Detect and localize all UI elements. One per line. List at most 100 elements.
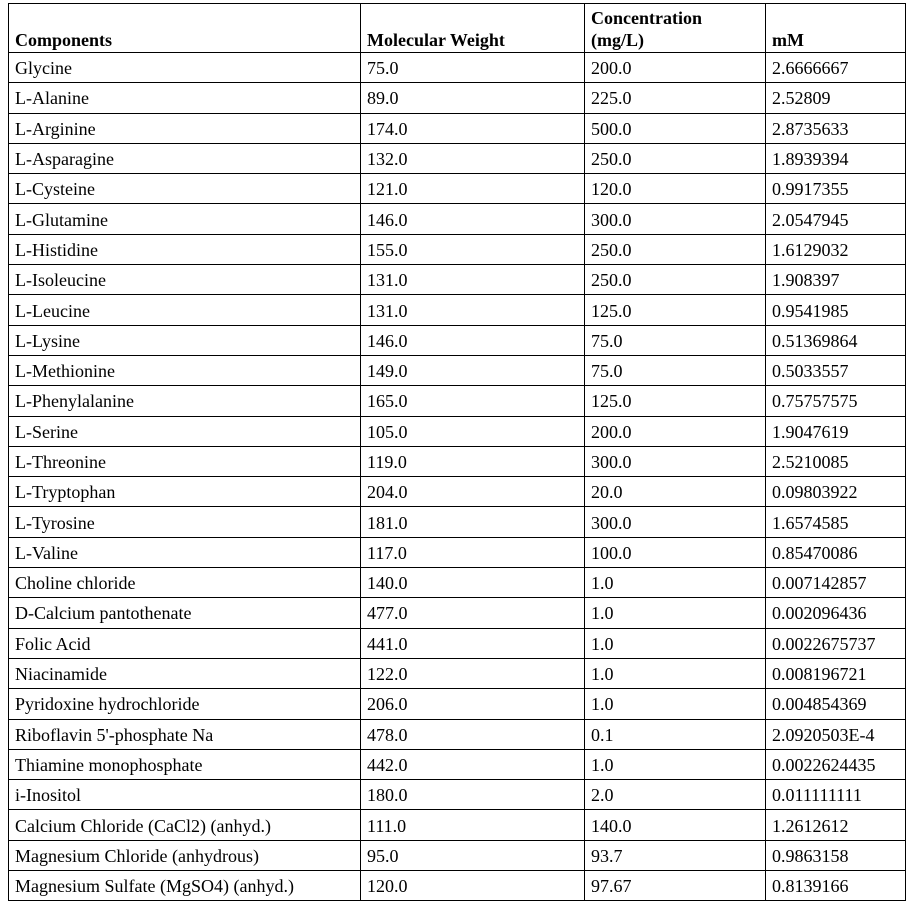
value-cell: 477.0 (360, 597, 585, 629)
component-cell: Glycine (8, 51, 361, 84)
table-row: L-Tyrosine 181.0 300.0 1.6574585 (8, 506, 906, 538)
value-cell: 225.0 (584, 82, 766, 114)
table-row: L-Arginine 174.0 500.0 2.8735633 (8, 112, 906, 144)
value-cell: 0.9917355 (765, 173, 906, 205)
value-cell: 140.0 (360, 567, 585, 599)
component-cell: Choline chloride (8, 567, 361, 599)
value-cell: 0.75757575 (765, 385, 906, 417)
value-cell: 441.0 (360, 627, 585, 659)
value-cell: 0.9541985 (765, 294, 906, 326)
component-cell: D-Calcium pantothenate (8, 597, 361, 629)
value-cell: 1.0 (584, 567, 766, 599)
table-row: Niacinamide 122.0 1.0 0.008196721 (8, 657, 906, 690)
header-text: Components (15, 30, 113, 50)
component-cell: Folic Acid (8, 627, 361, 659)
header-text: mM (772, 30, 804, 50)
table-row: Choline chloride 140.0 1.0 0.007142857 (8, 567, 906, 599)
value-cell: 165.0 (360, 385, 585, 417)
header-cell: Molecular Weight (360, 3, 585, 53)
value-cell: 1.6574585 (765, 506, 906, 538)
value-cell: 0.002096436 (765, 597, 906, 629)
table-row: Pyridoxine hydrochloride 206.0 1.0 0.004854… (8, 688, 906, 720)
table-row: Folic Acid 441.0 1.0 0.0022675737 (8, 627, 906, 659)
value-cell: 111.0 (360, 809, 585, 841)
table-row: i-Inositol 180.0 2.0 0.011111111 (8, 779, 906, 811)
table-row: Calcium Chloride (CaCl2) (anhyd.) 111.0 14… (8, 809, 906, 841)
table-row: L-Alanine 89.0 225.0 2.52809 (8, 82, 906, 114)
value-cell: 75.0 (584, 354, 766, 387)
component-cell: L-Phenylalanine (8, 385, 361, 417)
value-cell: 0.0022675737 (765, 627, 906, 659)
value-cell: 125.0 (584, 294, 766, 326)
value-cell: 146.0 (360, 324, 585, 356)
table-row: L-Serine 105.0 200.0 1.9047619 (8, 415, 906, 447)
component-cell: L-Alanine (8, 82, 361, 114)
component-cell: L-Isoleucine (8, 264, 361, 296)
value-cell: 1.0 (584, 627, 766, 659)
value-cell: 2.8735633 (765, 112, 906, 144)
value-cell: 1.2612612 (765, 809, 906, 841)
value-cell: 75.0 (360, 51, 585, 84)
page: {"table": { "header": ["Components", "Mo… (8, 3, 906, 901)
table-row: L-Lysine 146.0 75.0 0.51369864 (8, 324, 906, 356)
header-cell: mM (765, 3, 906, 53)
table-row: L-Asparagine 132.0 250.0 1.8939394 (8, 142, 906, 175)
header-cell: Components (8, 3, 361, 53)
value-cell: 0.09803922 (765, 476, 906, 508)
value-cell: 200.0 (584, 51, 766, 84)
value-cell: 125.0 (584, 385, 766, 417)
header-text: Concentration (mg/L) (591, 8, 702, 50)
value-cell: 250.0 (584, 233, 766, 266)
value-cell: 1.8939394 (765, 142, 906, 175)
component-cell: L-Leucine (8, 294, 361, 326)
component-cell: i-Inositol (8, 779, 361, 811)
value-cell: 1.0 (584, 688, 766, 720)
value-cell: 0.0022624435 (765, 748, 906, 781)
component-cell: L-Lysine (8, 324, 361, 356)
value-cell: 0.1 (584, 718, 766, 750)
value-cell: 1.0 (584, 657, 766, 690)
table-row: Riboflavin 5'-phosphate Na 478.0 0.1 2.0920… (8, 718, 906, 750)
table-row: L-Methionine 149.0 75.0 0.5033557 (8, 354, 906, 387)
value-cell: 2.5210085 (765, 445, 906, 478)
component-cell: Riboflavin 5'-phosphate Na (8, 718, 361, 750)
value-cell: 0.011111111 (765, 779, 906, 811)
value-cell: 300.0 (584, 506, 766, 538)
component-cell: Thiamine monophosphate (8, 748, 361, 781)
table-row: Thiamine monophosphate 442.0 1.0 0.00226244… (8, 748, 906, 781)
value-cell: 1.0 (584, 748, 766, 781)
component-cell: L-Cysteine (8, 173, 361, 205)
value-cell: 180.0 (360, 779, 585, 811)
component-cell: Calcium Chloride (CaCl2) (anhyd.) (8, 809, 361, 841)
value-cell: 181.0 (360, 506, 585, 538)
component-cell: L-Tyrosine (8, 506, 361, 538)
value-cell: 89.0 (360, 82, 585, 114)
value-cell: 1.0 (584, 597, 766, 629)
table-body: Glycine 75.0 200.0 2.6666667 L-Alanine 89.0 22… (8, 51, 906, 901)
component-cell: Magnesium Sulfate (MgSO4) (anhyd.) (8, 870, 361, 901)
table-row: L-Cysteine 121.0 120.0 0.9917355 (8, 173, 906, 205)
table-row: Magnesium Chloride (anhydrous) 95.0 93.7 0.… (8, 839, 906, 872)
value-cell: 500.0 (584, 112, 766, 144)
value-cell: 250.0 (584, 142, 766, 175)
table-row: L-Tryptophan 204.0 20.0 0.09803922 (8, 476, 906, 508)
table-row: L-Leucine 131.0 125.0 0.9541985 (8, 294, 906, 326)
value-cell: 442.0 (360, 748, 585, 781)
component-cell: Niacinamide (8, 657, 361, 690)
component-cell: Magnesium Chloride (anhydrous) (8, 839, 361, 872)
value-cell: 97.67 (584, 870, 766, 901)
table-row: L-Glutamine 146.0 300.0 2.0547945 (8, 203, 906, 235)
component-cell: L-Valine (8, 536, 361, 569)
value-cell: 206.0 (360, 688, 585, 720)
component-cell: L-Tryptophan (8, 476, 361, 508)
value-cell: 200.0 (584, 415, 766, 447)
value-cell: 95.0 (360, 839, 585, 872)
table-row: L-Isoleucine 131.0 250.0 1.908397 (8, 264, 906, 296)
value-cell: 0.008196721 (765, 657, 906, 690)
component-cell: L-Methionine (8, 354, 361, 387)
value-cell: 478.0 (360, 718, 585, 750)
component-cell: L-Glutamine (8, 203, 361, 235)
value-cell: 0.9863158 (765, 839, 906, 872)
value-cell: 204.0 (360, 476, 585, 508)
component-cell: L-Serine (8, 415, 361, 447)
